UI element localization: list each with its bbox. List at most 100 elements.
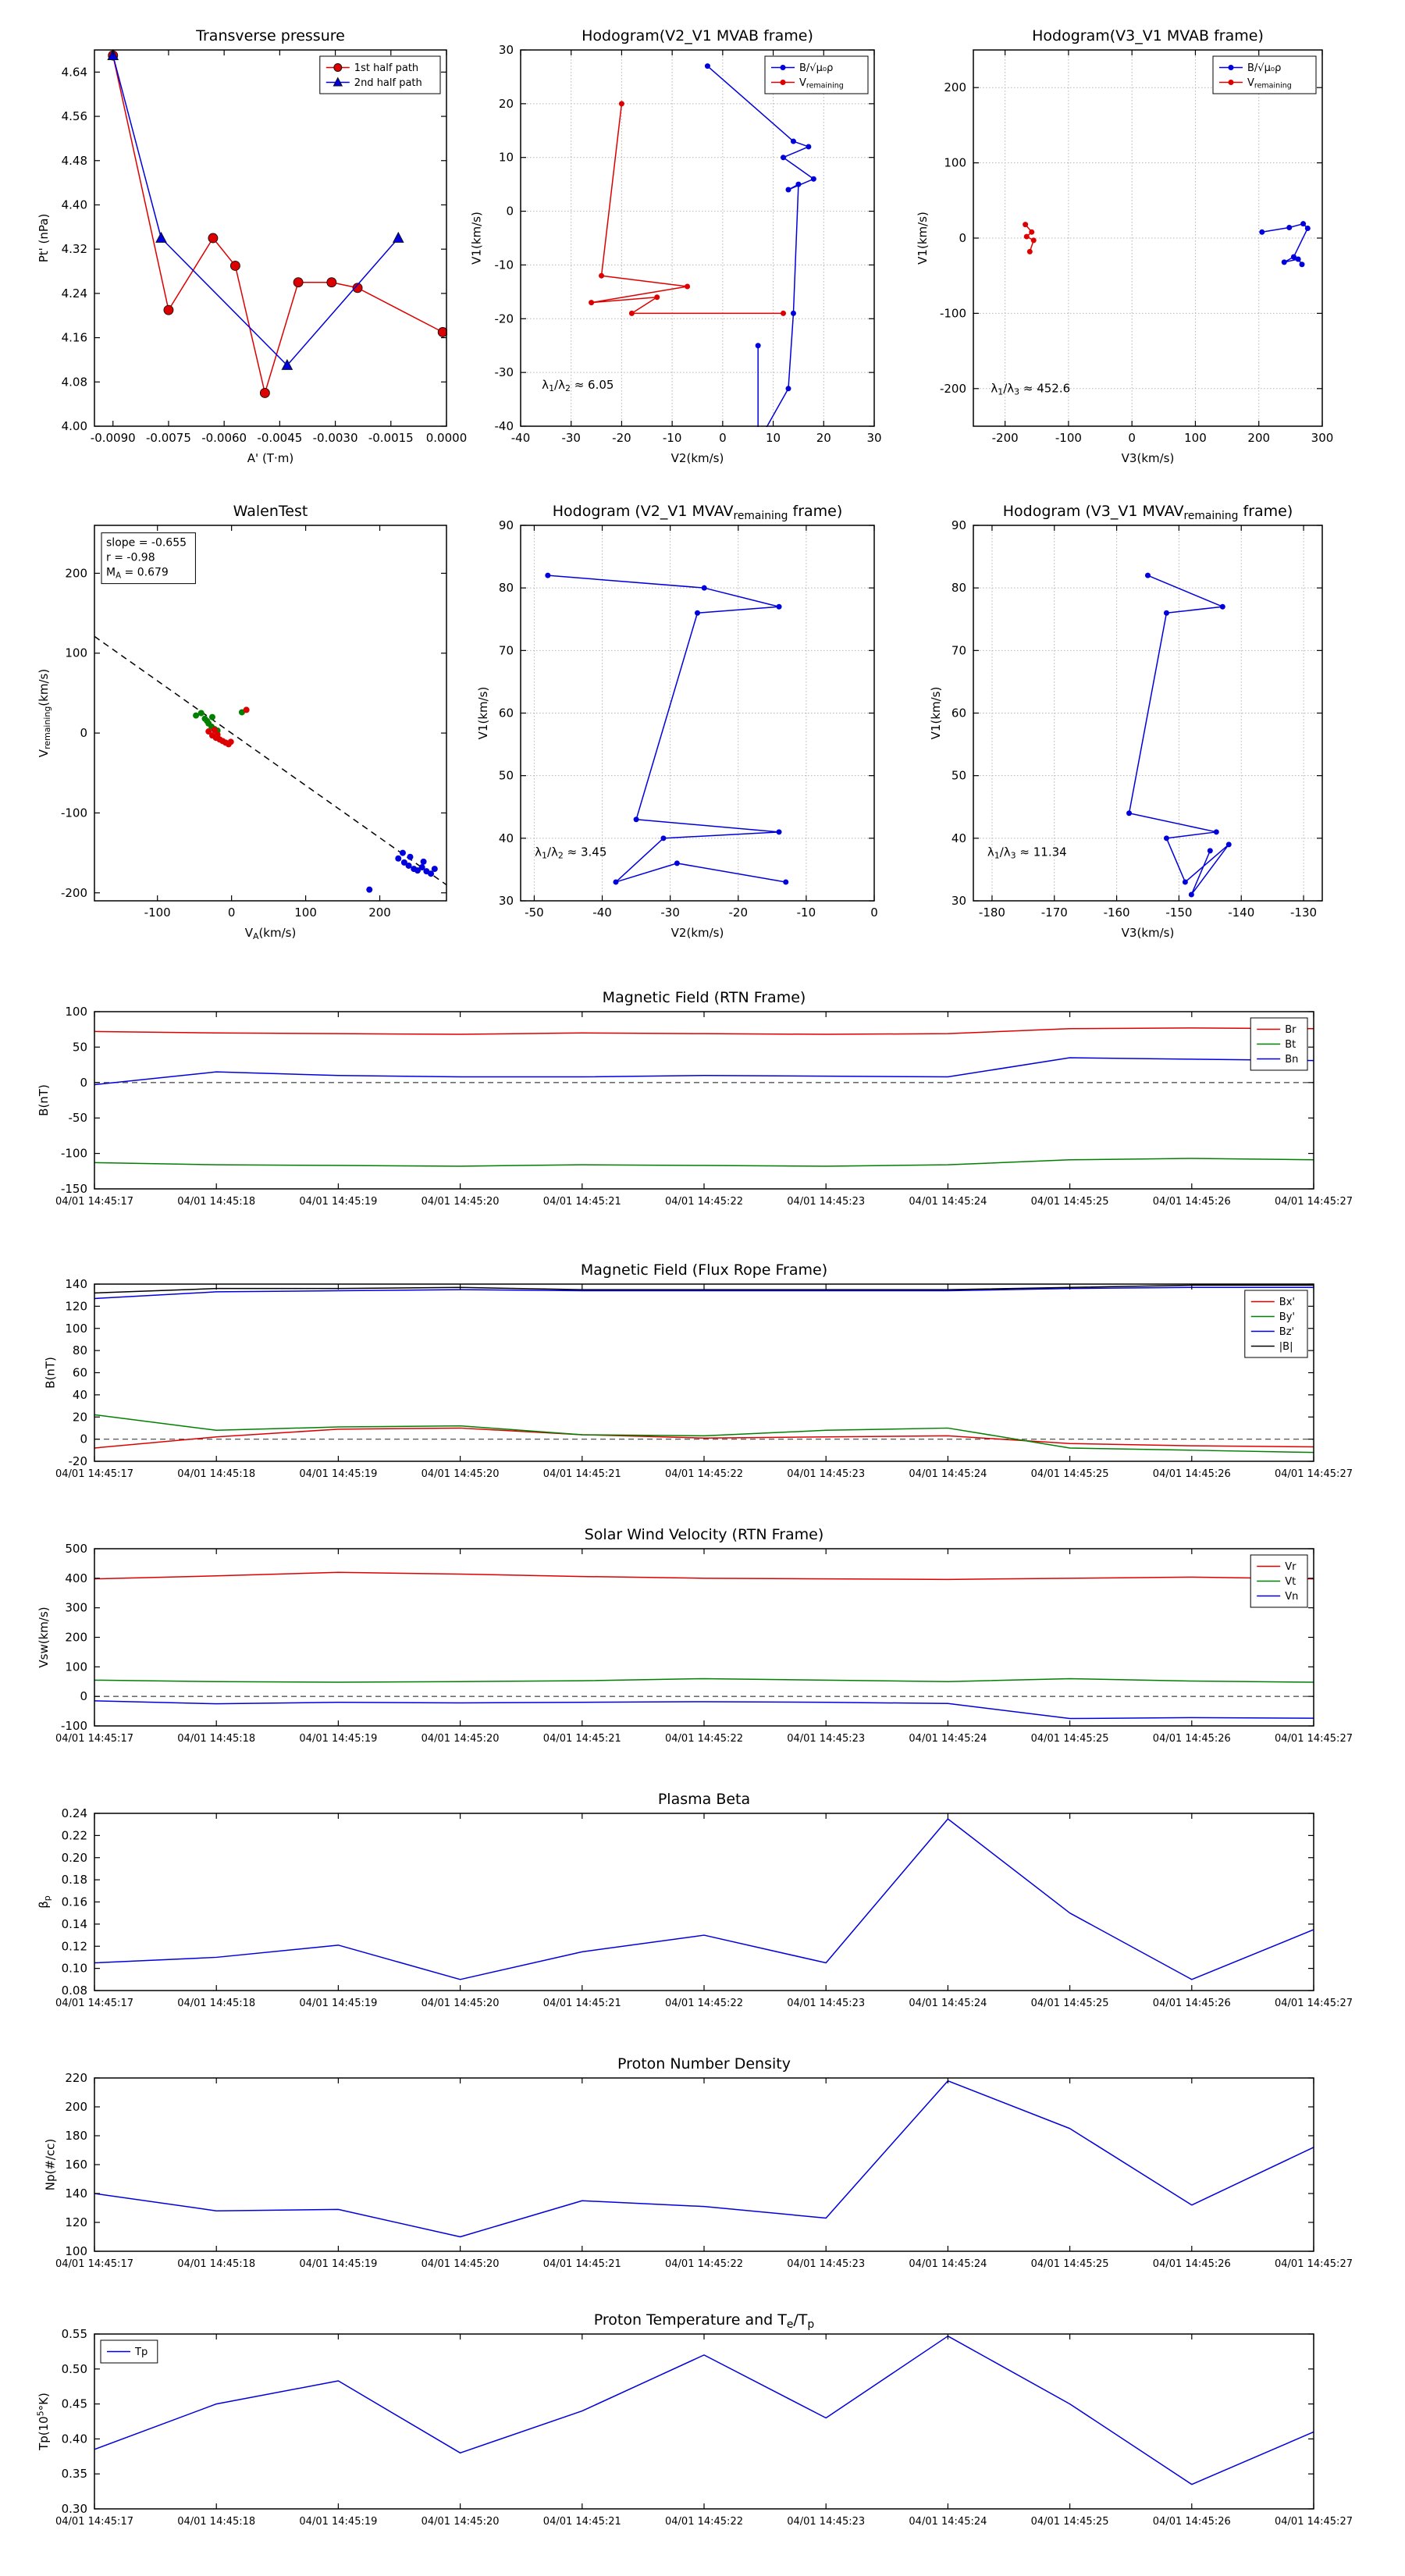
y-axis-label: Vremaining(km/s) <box>37 669 52 757</box>
y-tick-label: 20 <box>73 1410 87 1424</box>
y-tick-label: 0.22 <box>62 1828 87 1842</box>
y-tick-label: -40 <box>495 419 514 433</box>
marker-dot <box>654 294 660 301</box>
marker-dot <box>781 155 787 161</box>
series-line-2nd half path <box>112 55 399 366</box>
marker-dot <box>366 886 373 893</box>
y-tick-label: 0.35 <box>62 2467 87 2481</box>
panel-title: Magnetic Field (RTN Frame) <box>603 989 806 1006</box>
stats-line: r = -0.98 <box>106 552 155 564</box>
series-group <box>589 63 816 427</box>
x-axis-label: V3(km/s) <box>1122 926 1175 940</box>
marker-triangle <box>333 76 343 87</box>
x-tick-label: 04/01 14:45:17 <box>55 1196 133 1208</box>
marker-dot <box>785 187 791 193</box>
marker-dot <box>205 728 212 735</box>
legend-label: Vn <box>1285 1591 1298 1603</box>
plot-area <box>94 2078 1314 2251</box>
y-axis-label: βp <box>37 1895 52 1909</box>
plot-area <box>94 1012 1314 1189</box>
x-tick-label: 04/01 14:45:23 <box>787 1998 865 2009</box>
y-tick-label: 180 <box>65 2129 87 2143</box>
x-tick-label: 04/01 14:45:22 <box>665 2258 743 2270</box>
y-tick-label: 70 <box>499 643 514 657</box>
x-tick-label: 04/01 14:45:24 <box>909 1468 987 1480</box>
x-tick-label: 04/01 14:45:24 <box>909 1733 987 1745</box>
marker-dot <box>1030 237 1037 244</box>
y-axis-label: Tp(105°K) <box>35 2393 51 2451</box>
marker-dot <box>214 731 221 738</box>
x-tick-label: 04/01 14:45:25 <box>1031 1468 1109 1480</box>
series-group <box>94 2080 1314 2238</box>
y-tick-label: 0.24 <box>62 1806 87 1820</box>
marker-dot <box>704 63 710 69</box>
marker-dot <box>243 706 250 713</box>
marker-dot <box>1300 221 1307 227</box>
x-tick-label: 04/01 14:45:25 <box>1031 1733 1109 1745</box>
y-tick-label: -200 <box>61 886 87 900</box>
marker-circle <box>259 388 270 398</box>
marker-circle <box>326 277 337 288</box>
y-tick-label: -200 <box>940 382 966 396</box>
marker-dot <box>613 879 619 885</box>
marker-dot <box>1228 80 1234 85</box>
x-tick-label: 04/01 14:45:27 <box>1275 2516 1353 2528</box>
panel-title: Hodogram (V3_V1 MVAVremaining frame) <box>1003 503 1293 522</box>
y-tick-label: 0.55 <box>62 2327 87 2341</box>
x-tick-label: 04/01 14:45:20 <box>422 1468 500 1480</box>
x-tick-label: 0 <box>870 906 878 920</box>
marker-dot <box>776 603 782 610</box>
x-tick-label: 30 <box>866 431 881 445</box>
series-line-B/√μ₀ρ <box>1128 575 1230 895</box>
marker-dot <box>660 835 667 841</box>
y-tick-label: 4.16 <box>62 331 87 345</box>
plot-area <box>94 1549 1314 1726</box>
x-tick-label: -160 <box>1104 906 1130 920</box>
x-tick-label: -0.0045 <box>257 431 302 445</box>
series-line-Bx' <box>94 1427 1314 1449</box>
panel-title: Hodogram (V2_V1 MVAVremaining frame) <box>553 503 843 522</box>
legend-box <box>319 55 441 94</box>
y-tick-label: 200 <box>65 566 87 580</box>
y-tick-label: 220 <box>65 2071 87 2085</box>
y-tick-label: 90 <box>499 518 514 532</box>
y-tick-label: 0 <box>80 1689 87 1703</box>
marker-dot <box>1304 225 1311 231</box>
y-tick-label: 0.10 <box>62 1962 87 1976</box>
legend-label: Bx' <box>1279 1297 1295 1308</box>
plot-area <box>94 1813 1314 1991</box>
y-tick-label: 100 <box>65 1322 87 1336</box>
y-tick-label: 4.08 <box>62 375 87 389</box>
y-tick-label: 0.50 <box>62 2362 87 2376</box>
y-tick-label: 100 <box>944 156 966 170</box>
panel-hodogram-v2v1-mvab: -40 -30 -20 -10 0 10 20 30 -40 -30 -20 -10 0 10 20 30 Ho… <box>470 27 882 465</box>
x-tick-label: 04/01 14:45:25 <box>1031 1998 1109 2009</box>
series-line-|B| <box>94 1284 1314 1294</box>
marker-dot <box>1023 222 1029 228</box>
y-tick-label: 90 <box>951 518 966 532</box>
series-line-beta <box>94 1818 1314 1980</box>
marker-dot <box>618 101 624 107</box>
marker-circle <box>437 327 447 337</box>
y-tick-label: 400 <box>65 1571 87 1585</box>
x-tick-label: 04/01 14:45:21 <box>543 2258 621 2270</box>
y-tick-label: 0.40 <box>62 2432 87 2446</box>
marker-dot <box>628 310 635 316</box>
marker-dot <box>1228 65 1234 70</box>
y-tick-label: 300 <box>65 1601 87 1615</box>
x-tick-label: -20 <box>729 906 749 920</box>
marker-dot <box>227 738 234 745</box>
legend-label: |B| <box>1279 1341 1293 1353</box>
y-tick-label: 4.00 <box>62 419 87 433</box>
legend-label: By' <box>1279 1311 1295 1323</box>
panel-title: Plasma Beta <box>658 1791 750 1808</box>
series-line-fit-line <box>94 635 447 886</box>
panel-vsw-rtn: 04/01 14:45:17 04/01 14:45:18 04/01 14:45:… <box>37 1526 1353 1745</box>
marker-dot <box>1145 572 1151 578</box>
x-tick-label: 04/01 14:45:18 <box>177 1468 255 1480</box>
marker-circle <box>293 277 304 288</box>
marker-circle <box>208 233 219 244</box>
marker-dot <box>420 858 427 865</box>
